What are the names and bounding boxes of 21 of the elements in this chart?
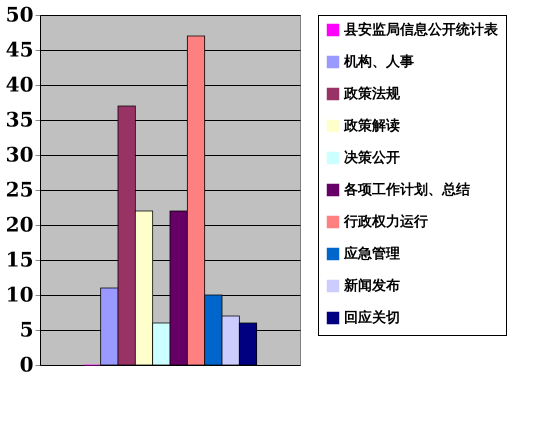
y-tick-label: 0	[20, 352, 34, 376]
y-tick-label: 50	[6, 2, 34, 26]
y-tick-label: 5	[20, 318, 34, 342]
legend-label: 决策公开	[344, 150, 400, 166]
legend-label: 新闻发布	[343, 277, 400, 294]
y-tick-label: 30	[6, 142, 34, 166]
y-tick-label: 25	[6, 178, 34, 202]
legend-label: 各项工作计划、总结	[343, 182, 470, 198]
legend-label: 政策解读	[343, 118, 400, 134]
legend-label: 政策法规	[343, 86, 401, 102]
y-tick-label: 15	[6, 248, 34, 272]
legend-label: 机构、人事	[343, 54, 414, 70]
y-tick-label: 35	[6, 108, 34, 132]
legend-label: 回应关切	[344, 309, 400, 326]
y-tick-label: 10	[6, 282, 34, 306]
legend-label: 行政权力运行	[343, 214, 428, 230]
legend-label: 应急管理	[343, 245, 400, 262]
y-tick-label: 40	[6, 72, 34, 96]
y-tick-label: 45	[6, 38, 34, 62]
legend-label: 县安监局信息公开统计表	[343, 21, 499, 38]
y-tick-label: 20	[6, 212, 34, 236]
